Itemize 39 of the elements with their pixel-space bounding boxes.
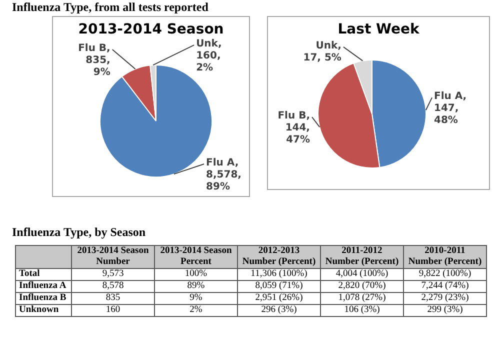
text: 89% — [187, 281, 205, 291]
category-label: 2012-2013 Number (Percent) — [238, 246, 320, 268]
text: 2,951 (26%) — [255, 293, 303, 303]
chart-title: 2013-2014 Season — [78, 22, 224, 38]
text: 8,578 — [102, 281, 124, 291]
category-label: 2013-2014 Season Percent — [154, 246, 238, 268]
text: Influenza Type, by Season — [12, 225, 146, 240]
text: 1,078 (27%) — [338, 293, 386, 303]
text: 160 — [106, 305, 120, 315]
text: 296 (3%) — [261, 305, 297, 315]
text: 100% — [184, 269, 208, 279]
category-label: 2013-2014 Season Number — [72, 246, 154, 268]
category-label: Unknown — [19, 305, 59, 315]
slice-label: Unk, 160, 2% — [196, 38, 222, 74]
category-label: Influenza A — [19, 281, 66, 291]
text: 2,279 (23%) — [421, 293, 469, 303]
slice-label: Flu B, 835, 9% — [78, 43, 110, 78]
text: 9% — [190, 293, 202, 303]
slice-label: Flu A, 147, 48% — [434, 91, 467, 126]
text: 9,822 (100%) — [418, 269, 472, 279]
category-label: 2011-2012 Number (Percent) — [320, 246, 404, 268]
text: 835 — [106, 293, 120, 303]
text: 106 (3%) — [344, 305, 380, 315]
text: 9,573 — [102, 269, 124, 279]
slice-label: Flu A, 8,578, 89% — [206, 158, 242, 193]
text: Influenza Type, from all tests reported — [12, 0, 208, 15]
text: 8,059 (71%) — [255, 281, 303, 291]
category-label: Influenza B — [19, 293, 66, 303]
category-label: Total — [19, 269, 40, 279]
text: 299 (3%) — [427, 305, 463, 315]
category-label: 2010-2011 Number (Percent) — [404, 246, 486, 268]
text: 7,244 (74%) — [421, 281, 469, 291]
text: 2% — [190, 305, 202, 315]
text: 2,820 (70%) — [338, 281, 386, 291]
text: 4,004 (100%) — [336, 269, 388, 279]
slice-label: Flu B, 144, 47% — [278, 110, 310, 146]
slice-label: Unk, 17, 5% — [303, 40, 342, 64]
chart-title: Last Week — [338, 22, 420, 38]
text: 11,306 (100%) — [250, 269, 308, 279]
